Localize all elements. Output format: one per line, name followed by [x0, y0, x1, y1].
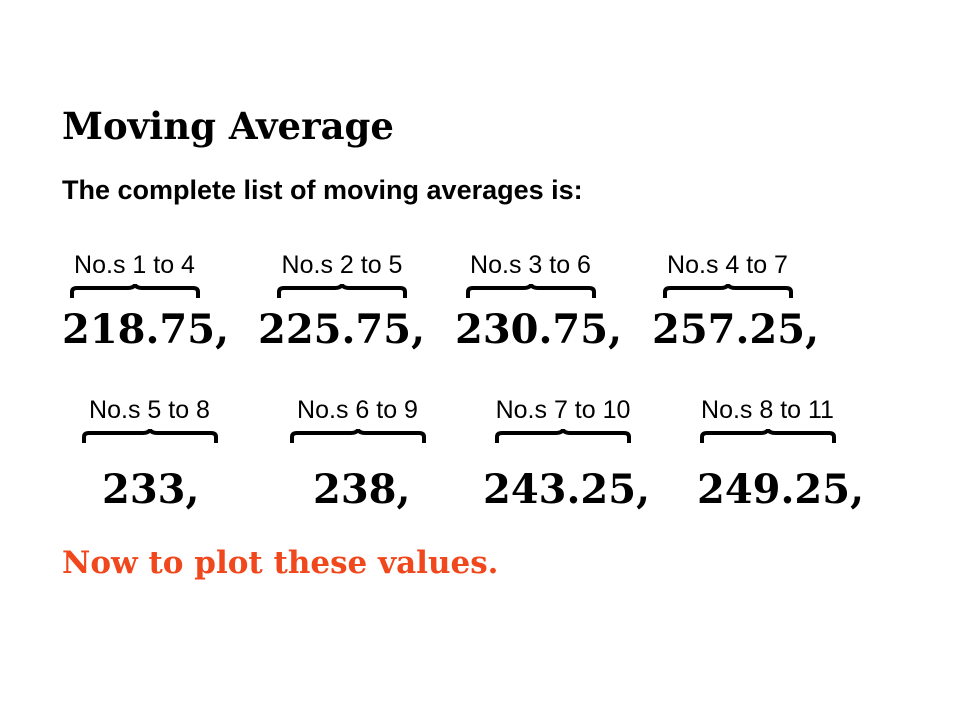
moving-average-value: 243.25,	[483, 466, 651, 513]
slide-title: Moving Average	[62, 104, 394, 148]
moving-average-value: 230.75,	[455, 306, 623, 353]
range-label: No.s 7 to 10	[495, 396, 631, 424]
range-label: No.s 6 to 9	[297, 396, 418, 424]
slide-subtitle: The complete list of moving averages is:	[62, 175, 583, 205]
range-group-1: No.s 1 to 4	[62, 250, 207, 300]
moving-average-value: 233,	[102, 466, 200, 513]
brace-icon	[699, 429, 836, 443]
range-group-3: No.s 3 to 6	[448, 250, 613, 300]
range-group-7: No.s 7 to 10	[468, 395, 658, 445]
brace-icon	[289, 429, 426, 443]
brace-icon	[277, 284, 407, 298]
moving-average-value: 218.75,	[62, 306, 230, 353]
range-group-4: No.s 4 to 7	[645, 250, 810, 300]
brace-icon	[465, 284, 596, 298]
range-label: No.s 1 to 4	[74, 251, 195, 279]
moving-average-value: 238,	[313, 466, 411, 513]
moving-average-value: 249.25,	[697, 466, 865, 513]
brace-icon	[662, 284, 793, 298]
range-group-2: No.s 2 to 5	[262, 250, 422, 300]
range-label: No.s 3 to 6	[470, 251, 591, 279]
moving-average-value: 225.75,	[258, 306, 426, 353]
range-group-8: No.s 8 to 11	[675, 395, 860, 445]
brace-icon	[81, 429, 218, 443]
range-label: No.s 2 to 5	[281, 251, 403, 279]
range-label: No.s 5 to 8	[89, 396, 210, 424]
range-group-6: No.s 6 to 9	[270, 395, 445, 445]
moving-average-value: 257.25,	[652, 306, 820, 353]
brace-icon	[69, 284, 200, 298]
plot-prompt: Now to plot these values.	[62, 545, 499, 581]
brace-icon	[495, 429, 631, 443]
range-group-5: No.s 5 to 8	[62, 395, 237, 445]
range-label: No.s 8 to 11	[701, 396, 834, 424]
range-label: No.s 4 to 7	[667, 251, 788, 279]
